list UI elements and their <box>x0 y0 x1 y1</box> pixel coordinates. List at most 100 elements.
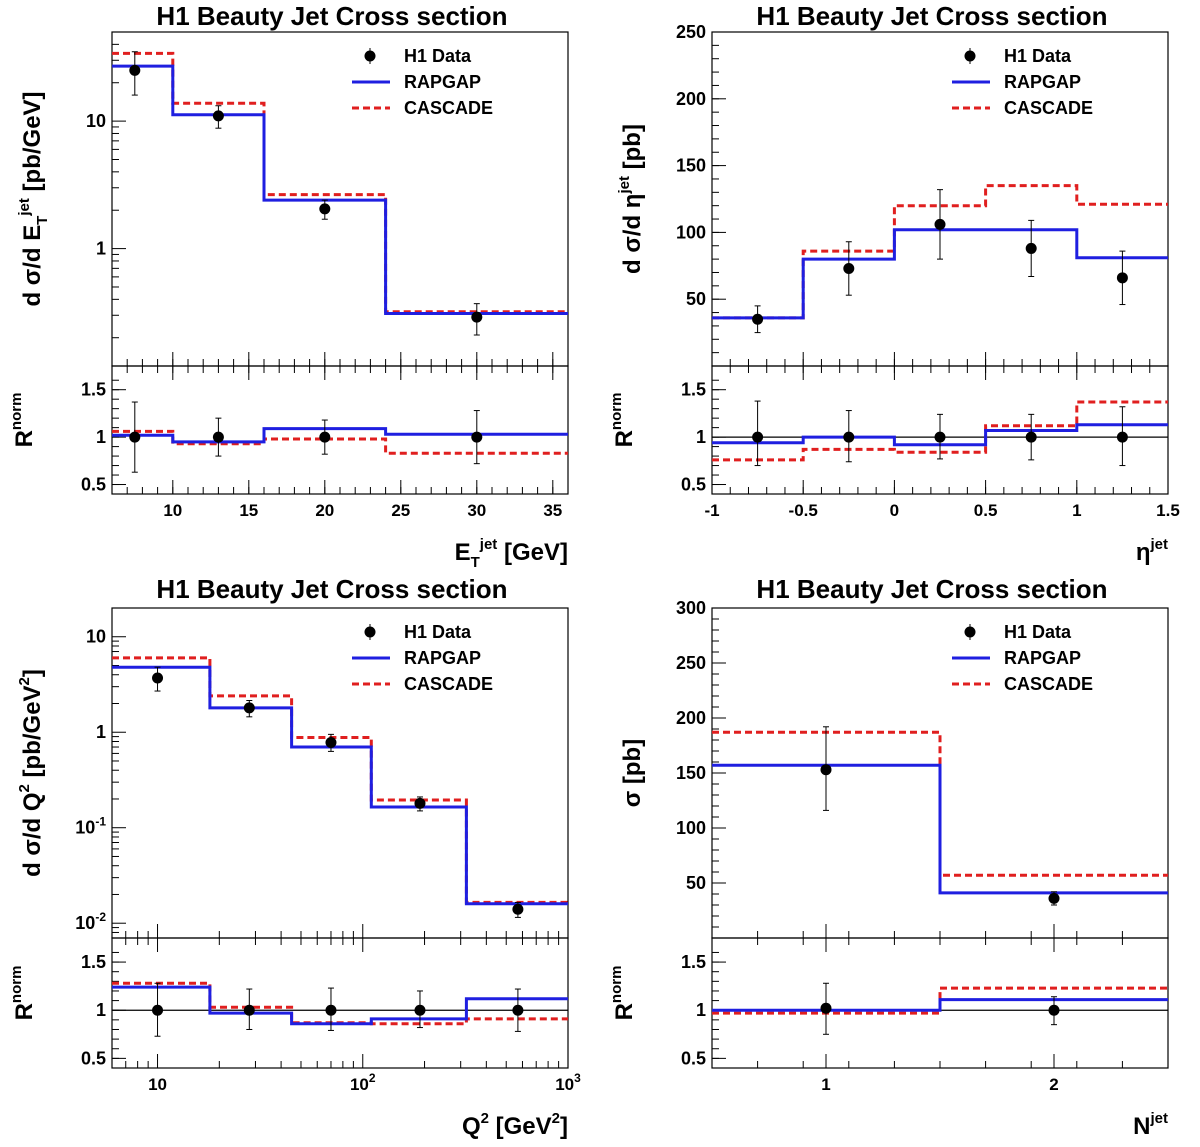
data-point <box>512 903 524 915</box>
data-point <box>1116 272 1128 284</box>
ratio-y-tick-label: 1.5 <box>81 380 106 400</box>
rapgap-histogram <box>712 228 1168 320</box>
ratio-y-tick-label: 0.5 <box>81 1048 106 1068</box>
legend-label-rapgap: RAPGAP <box>404 648 481 668</box>
x-tick-label: 25 <box>391 501 410 520</box>
y-tick-label: 1 <box>96 722 106 742</box>
data-point <box>129 64 141 76</box>
x-tick-label: 20 <box>315 501 334 520</box>
y-tick-label: 100 <box>676 222 706 242</box>
ratio-y-tick-label: 1 <box>696 1000 706 1020</box>
x-axis-label: Q2 [GeV2] <box>462 1110 568 1140</box>
x-axis-label: ETjet [GeV] <box>455 536 568 571</box>
data-point <box>752 313 764 325</box>
legend-label-cascade: CASCADE <box>1004 674 1093 694</box>
rapgap-histogram <box>112 665 568 906</box>
x-tick-label: 35 <box>543 501 562 520</box>
ratio-data-point <box>1116 431 1128 443</box>
data-point <box>212 110 224 122</box>
ratio-y-tick-label: 1.5 <box>681 952 706 972</box>
ratio-y-tick-label: 1 <box>696 427 706 447</box>
ratio-axis-label: Rnorm <box>8 966 38 1021</box>
ratio-y-tick-label: 1 <box>96 427 106 447</box>
y-axis-label: d σ/d ηjet [pb] <box>616 124 646 274</box>
data-point <box>1048 892 1060 904</box>
ratio-axis-label: Rnorm <box>608 966 638 1021</box>
cascade-histogram <box>112 51 568 314</box>
data-point <box>243 702 255 714</box>
x-tick-label: 1.5 <box>1156 501 1180 520</box>
legend-label-cascade: CASCADE <box>1004 98 1093 118</box>
data-point <box>843 262 855 274</box>
data-point <box>934 218 946 230</box>
ratio-data-point <box>843 431 855 443</box>
legend-label-cascade: CASCADE <box>404 98 493 118</box>
ratio-data-point <box>319 431 331 443</box>
ratio-data-point <box>212 431 224 443</box>
data-point <box>319 203 331 215</box>
panel-3: H1 Beauty Jet Cross section 10 102 103 10-2 1… <box>8 574 581 1140</box>
x-axis-label: ηjet <box>1136 536 1168 566</box>
y-tick-label: 10 <box>86 627 106 647</box>
ratio-y-tick-label: 0.5 <box>681 475 706 495</box>
data-point <box>820 764 832 776</box>
ratio-data-point <box>934 431 946 443</box>
y-tick-label: 200 <box>676 708 706 728</box>
y-tick-label: 10-2 <box>75 910 106 933</box>
y-tick-label: 10-1 <box>75 815 106 838</box>
ratio-data-point <box>1025 431 1037 443</box>
y-tick-label: 250 <box>676 22 706 42</box>
data-point <box>325 737 337 749</box>
x-axis-label: Njet <box>1133 1110 1168 1140</box>
x-tick-label: -1 <box>704 501 719 520</box>
x-tick-label: 1 <box>821 1075 830 1094</box>
ratio-data-point <box>325 1004 337 1016</box>
x-tick-label: 30 <box>467 501 486 520</box>
legend-label-rapgap: RAPGAP <box>1004 648 1081 668</box>
ratio-data-point <box>471 431 483 443</box>
y-tick-label: 50 <box>686 289 706 309</box>
ratio-data-point <box>1048 1004 1060 1016</box>
x-tick-label: 2 <box>1049 1075 1058 1094</box>
ratio-cascade-histogram <box>112 981 568 1026</box>
legend-label-data: H1 Data <box>1004 46 1072 66</box>
ratio-data-point <box>414 1004 426 1016</box>
ratio-y-tick-label: 0.5 <box>681 1048 706 1068</box>
panel-title: H1 Beauty Jet Cross section <box>156 1 507 31</box>
panel-title: H1 Beauty Jet Cross section <box>756 1 1107 31</box>
y-axis-label: d σ/d Q2 [pb/GeV2] <box>16 669 46 877</box>
ratio-data-point <box>243 1004 255 1016</box>
ratio-axis-label: Rnorm <box>608 393 638 448</box>
panel-2: H1 Beauty Jet Cross section -1 -0.5 0 0.5 1 1.… <box>608 1 1180 566</box>
data-point <box>471 311 483 323</box>
legend-label-data: H1 Data <box>404 46 472 66</box>
ratio-y-tick-label: 0.5 <box>81 475 106 495</box>
ratio-rapgap-histogram <box>712 998 1168 1012</box>
y-axis-label: d σ/d ETjet [pb/GeV] <box>16 91 51 306</box>
rapgap-histogram <box>712 763 1168 895</box>
ratio-data-point <box>129 431 141 443</box>
ratio-plot-frame <box>111 937 569 1069</box>
ratio-data-point <box>512 1004 524 1016</box>
legend-label-data: H1 Data <box>1004 622 1072 642</box>
ratio-y-tick-label: 1.5 <box>81 952 106 972</box>
data-point <box>1025 242 1037 254</box>
y-tick-label: 10 <box>86 111 106 131</box>
x-tick-label: 103 <box>555 1071 581 1094</box>
ratio-data-point <box>752 431 764 443</box>
y-tick-label: 300 <box>676 598 706 618</box>
x-tick-label: 15 <box>239 501 258 520</box>
legend-label-cascade: CASCADE <box>404 674 493 694</box>
data-point <box>414 797 426 809</box>
panel-title: H1 Beauty Jet Cross section <box>756 574 1107 604</box>
y-axis-label: σ [pb] <box>619 739 646 807</box>
ratio-rapgap-histogram <box>112 427 568 444</box>
rapgap-histogram <box>112 64 568 315</box>
panel-title: H1 Beauty Jet Cross section <box>156 574 507 604</box>
x-tick-label: 0 <box>890 501 899 520</box>
x-tick-label: 102 <box>350 1071 376 1094</box>
panel-1: H1 Beauty Jet Cross section 10 15 20 25 30 35 1… <box>8 1 569 571</box>
y-tick-label: 250 <box>676 653 706 673</box>
